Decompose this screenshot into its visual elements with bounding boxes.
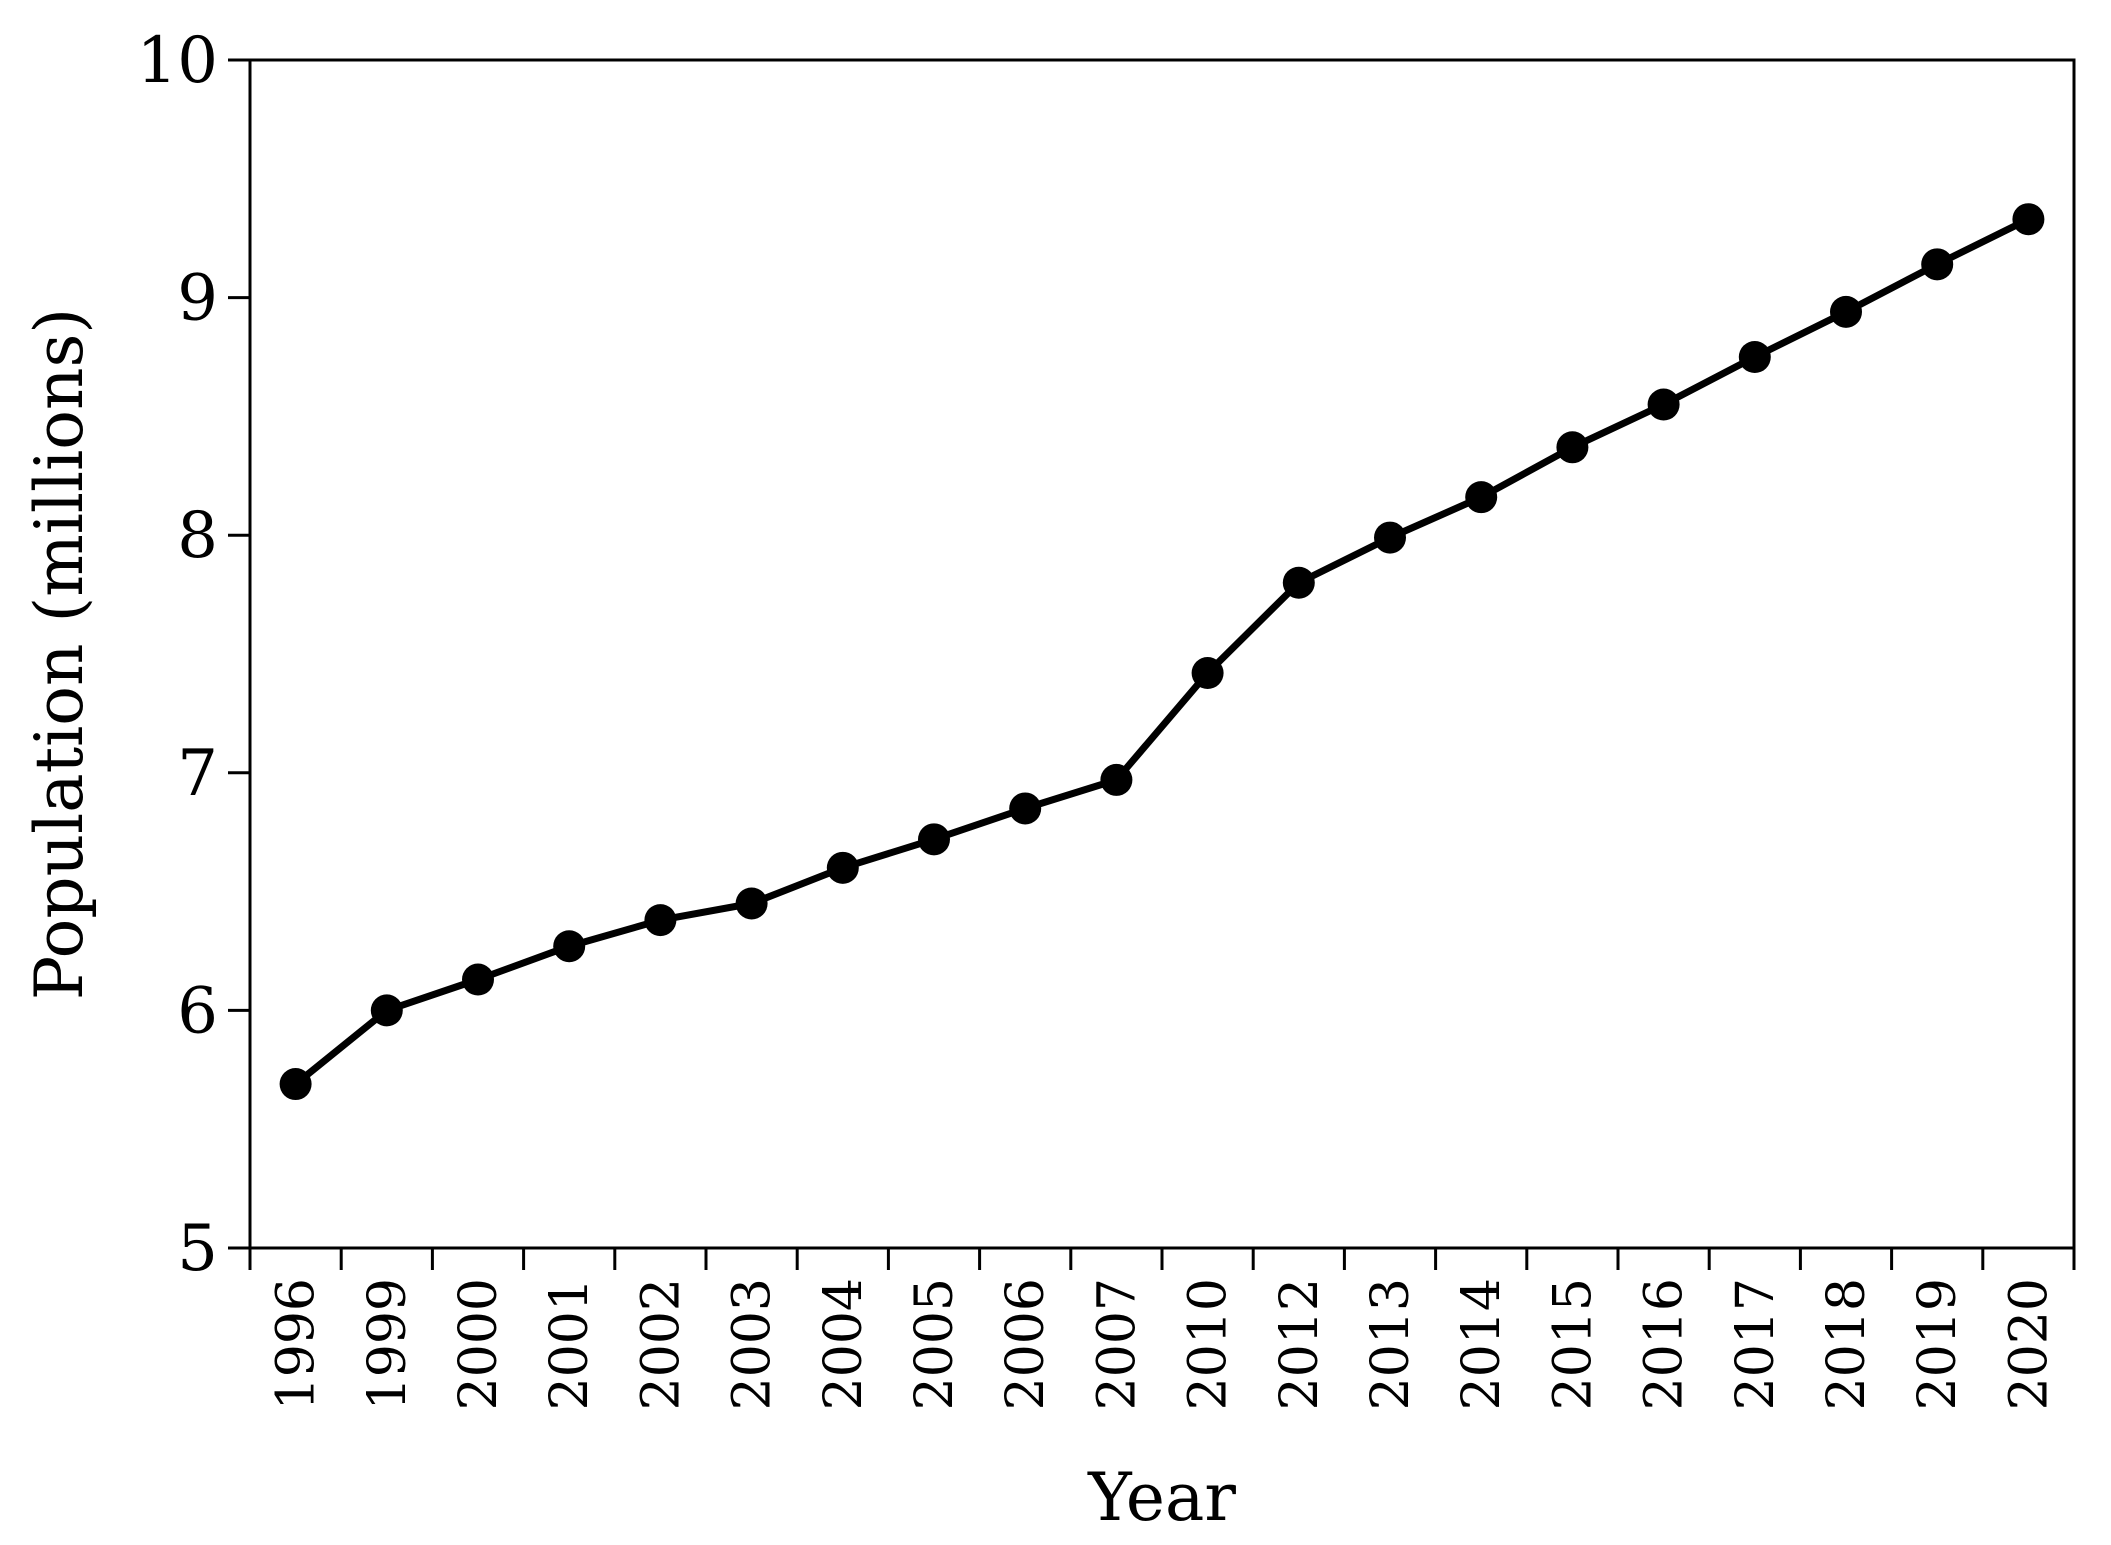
data-point [1921, 248, 1954, 281]
data-point [644, 904, 677, 937]
x-tick-label: 2013 [1361, 1278, 1421, 1410]
x-tick-label: 1996 [267, 1278, 327, 1410]
axes [248, 58, 2076, 1250]
data-point [918, 823, 950, 856]
x-tick-label: 2012 [1270, 1278, 1330, 1410]
y-tick-label: 10 [137, 24, 218, 98]
data-point [735, 887, 768, 920]
x-tick-label: 2017 [1726, 1278, 1786, 1410]
data-point [2012, 203, 2045, 236]
x-tick-label: 2020 [1999, 1278, 2059, 1410]
data-point [1009, 792, 1042, 825]
data-point [1100, 763, 1133, 796]
x-tick-label: 1999 [358, 1278, 418, 1410]
x-tick-label: 2003 [723, 1278, 783, 1410]
x-tick-label: 2002 [631, 1278, 691, 1410]
data-point [462, 963, 494, 996]
x-tick-label: 2010 [1179, 1278, 1239, 1410]
y-tick-label: 5 [177, 1212, 218, 1286]
data-point [1191, 657, 1224, 690]
data-point [1738, 341, 1771, 373]
x-tick-label: 2014 [1452, 1278, 1512, 1410]
x-tick-label: 2018 [1817, 1278, 1877, 1410]
data-point [1374, 521, 1406, 554]
x-tick-label: 2019 [1908, 1278, 1968, 1410]
x-axis-ticks: 1996 1999 2000 2001 2002 2003 2004 2005 2006 2007… [248, 1248, 2076, 1410]
x-tick-label: 2015 [1543, 1278, 1603, 1410]
plot-frame [248, 58, 2076, 1250]
data-point [1830, 295, 1862, 328]
x-tick-label: 2007 [1087, 1278, 1147, 1410]
y-tick-label: 8 [177, 499, 218, 573]
data-point [370, 994, 403, 1027]
x-tick-label: 2001 [540, 1278, 600, 1410]
y-axis-ticks: 5 6 7 8 9 10 [137, 24, 250, 1286]
x-tick-label: 2005 [905, 1278, 965, 1410]
series-layer [279, 203, 2045, 1101]
data-point [826, 851, 859, 884]
data-point [553, 930, 586, 963]
y-tick-label: 7 [177, 737, 218, 811]
y-tick-label: 6 [177, 974, 218, 1048]
x-tick-label: 2006 [996, 1278, 1056, 1410]
data-point [1282, 566, 1315, 599]
x-tick-label: 2004 [814, 1278, 874, 1410]
y-axis-title: Population (millions) [21, 308, 98, 1000]
data-point [279, 1068, 312, 1101]
x-axis-title: Year [1087, 1459, 1236, 1536]
data-point [1556, 431, 1589, 464]
data-point [1647, 388, 1680, 421]
y-tick-label: 9 [177, 262, 218, 336]
x-tick-label: 2000 [449, 1278, 509, 1410]
x-tick-label: 2016 [1635, 1278, 1695, 1410]
data-point [1465, 481, 1498, 514]
